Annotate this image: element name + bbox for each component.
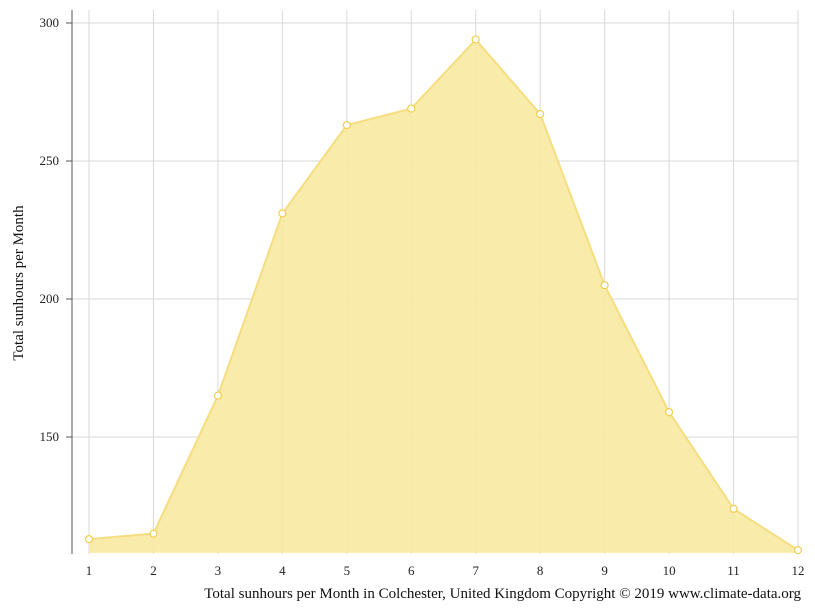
- data-point: [407, 104, 416, 113]
- data-markers: [84, 35, 803, 555]
- x-tick-label: 9: [601, 563, 608, 578]
- x-tick-label: 1: [86, 563, 93, 578]
- data-point: [278, 209, 287, 218]
- y-tick-label: 200: [40, 291, 60, 306]
- data-point: [342, 121, 351, 130]
- data-point: [471, 35, 480, 44]
- y-axis-ticks: 150 200 250 300: [40, 15, 72, 444]
- data-point: [149, 529, 158, 538]
- x-tick-label: 10: [663, 563, 676, 578]
- x-tick-label: 8: [537, 563, 544, 578]
- data-point: [664, 408, 674, 417]
- sunhours-line: [88, 38, 799, 552]
- x-tick-label: 11: [727, 563, 740, 578]
- data-point: [213, 391, 223, 400]
- data-point: [729, 504, 738, 513]
- x-tick-label: 5: [344, 563, 351, 578]
- y-tick-label: 150: [40, 429, 60, 444]
- sunhours-area: [89, 39, 798, 553]
- x-axis-ticks: 1 2 3 4 5 6 7 8 9 10 11 12: [86, 563, 805, 578]
- data-point: [600, 281, 609, 290]
- x-tick-label: 6: [408, 563, 415, 578]
- y-tick-label: 300: [40, 15, 60, 30]
- data-point: [793, 546, 803, 555]
- x-tick-label: 12: [792, 563, 805, 578]
- x-tick-label: 4: [279, 563, 286, 578]
- data-point: [84, 535, 94, 544]
- x-tick-label: 3: [215, 563, 222, 578]
- x-tick-label: 7: [472, 563, 479, 578]
- chart-caption: Total sunhours per Month in Colchester, …: [204, 586, 801, 602]
- data-point: [536, 109, 545, 119]
- y-tick-label: 250: [40, 153, 60, 168]
- y-axis-label: Total sunhours per Month: [11, 205, 27, 361]
- x-tick-label: 2: [150, 563, 157, 578]
